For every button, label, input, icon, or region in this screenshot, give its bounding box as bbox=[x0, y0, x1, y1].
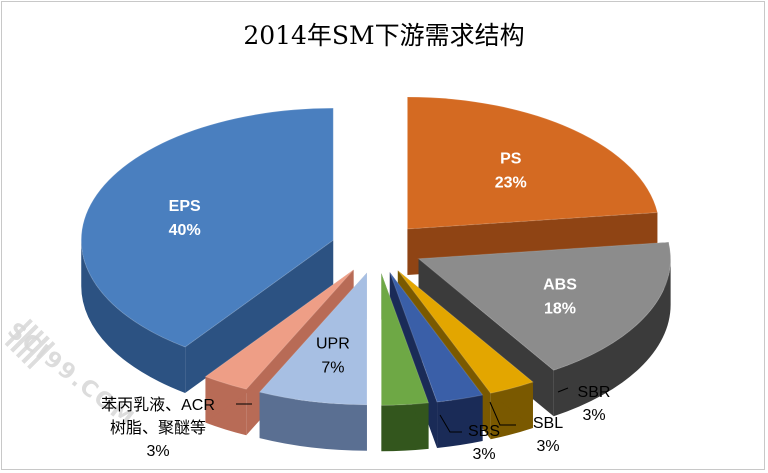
slice-wall bbox=[553, 258, 671, 417]
slice-top bbox=[380, 273, 430, 406]
data-label-value: 3% bbox=[582, 407, 605, 424]
data-label-name: 苯丙乳液、ACR bbox=[101, 396, 215, 414]
data-label-value: 3% bbox=[472, 446, 495, 463]
data-label-name: EPS bbox=[169, 198, 201, 215]
data-label-value: 3% bbox=[536, 438, 559, 455]
slice-7: EPS 40% bbox=[80, 107, 334, 393]
slice-5: UPR 7% bbox=[258, 271, 368, 451]
slice-top bbox=[397, 270, 534, 394]
slice-top bbox=[204, 269, 354, 390]
slice-4 bbox=[380, 273, 430, 452]
data-label-name: UPR bbox=[316, 336, 350, 353]
slice-top bbox=[389, 271, 484, 403]
slice-top bbox=[258, 271, 368, 406]
data-label-value: 40% bbox=[169, 222, 201, 239]
slice-top bbox=[406, 96, 659, 230]
slice-face bbox=[185, 240, 334, 393]
data-label-name: PS bbox=[500, 151, 522, 168]
leader-line bbox=[439, 414, 462, 433]
leader-line bbox=[489, 401, 516, 426]
data-label-value: 3% bbox=[146, 443, 169, 460]
data-label-value: 7% bbox=[321, 360, 344, 377]
data-label-name: SBL bbox=[533, 415, 563, 432]
chart-title: 2014年SM下游需求结构 bbox=[243, 21, 525, 50]
data-label-name: ABS bbox=[543, 277, 577, 294]
data-label-name: SBR bbox=[578, 384, 611, 401]
data-label-value: 18% bbox=[544, 301, 576, 318]
data-label-name: 树脂、聚醚等 bbox=[110, 419, 206, 437]
leader-line bbox=[557, 387, 569, 393]
data-label-name: SBS bbox=[468, 423, 500, 440]
slice-wall bbox=[81, 240, 186, 393]
slice-top bbox=[80, 107, 334, 348]
slice-top bbox=[417, 241, 672, 371]
data-label-value: 23% bbox=[495, 175, 527, 192]
